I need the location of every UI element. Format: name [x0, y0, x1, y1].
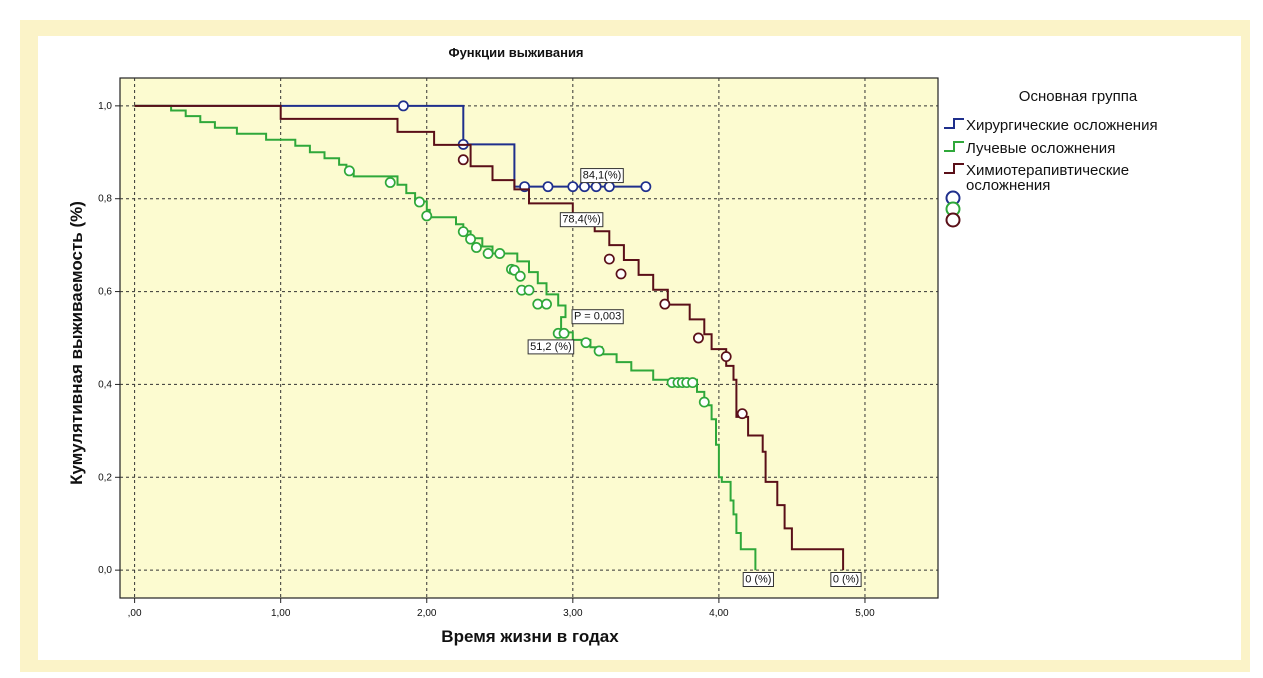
annotation-label: P = 0,003: [571, 309, 624, 325]
plot-area: [119, 77, 939, 599]
annotation-box: [527, 339, 575, 355]
annotation-box: [830, 572, 862, 587]
censor-marker-chemo: [457, 154, 469, 166]
censor-marker-surgical: [397, 100, 409, 112]
annotation-text: 84,1(%): [583, 170, 622, 182]
y-axis-title: Кумулятивная выживаемость (%): [67, 201, 86, 485]
legend-label: Хирургические осложнения: [966, 117, 1158, 134]
x-tick-label: 1,00: [271, 608, 291, 619]
series-line-radiation: [134, 104, 757, 571]
legend-line-swatch: [944, 141, 964, 152]
legend-title: Основная группа: [1019, 88, 1138, 105]
legend-label: Лучевые осложнения: [966, 140, 1115, 157]
annotation-box: [742, 572, 774, 587]
censor-marker-radiation: [465, 233, 477, 245]
annotation-label: 0 (%): [742, 572, 774, 587]
censor-marker-radiation: [457, 226, 469, 238]
series-radiation: [134, 104, 757, 571]
censor-marker-radiation: [593, 345, 605, 357]
annotation-label: 78,4(%): [559, 212, 604, 228]
annotation-text: 51,2 (%): [530, 341, 572, 353]
censor-marker-radiation: [514, 270, 526, 282]
annotation-label: 51,2 (%): [527, 339, 575, 355]
legend-line-swatch: [944, 118, 964, 129]
legend-line-swatch: [944, 163, 964, 174]
censor-marker-radiation: [482, 248, 494, 259]
censor-marker-chemo: [659, 298, 671, 310]
censor-marker-surgical: [579, 181, 590, 193]
censor-marker-surgical: [590, 181, 602, 193]
annotation-text: 78,4(%): [562, 214, 601, 226]
annotations: 84,1(%) 78,4(%) P = 0,003 51,2 (%) 0 (%) 0 (%…: [527, 168, 862, 587]
y-tick-label: 1,0: [98, 101, 112, 112]
y-axis-ticks: 0,0 0,2 0,4 0,6 0,8 1,0: [98, 101, 120, 576]
series-line-chemo: [134, 104, 845, 571]
censor-marker-radiation: [687, 377, 699, 389]
censor-marker-radiation: [494, 248, 506, 259]
annotation-box: [559, 212, 604, 228]
x-axis-title: Время жизни в годах: [441, 627, 619, 646]
x-tick-label: 2,00: [417, 608, 437, 619]
x-tick-label: 3,00: [563, 608, 583, 619]
y-tick-label: 0,0: [98, 565, 112, 576]
annotation-text: P = 0,003: [574, 311, 621, 323]
y-tick-label: 0,4: [98, 379, 112, 390]
y-tick-label: 0,8: [98, 194, 112, 205]
censor-marker-radiation: [558, 327, 570, 339]
censor-marker-radiation: [384, 177, 396, 188]
x-tick-label: 5,00: [855, 608, 875, 619]
censor-marker-surgical: [567, 181, 579, 193]
censor-marker-radiation: [580, 337, 592, 349]
legend-item: Лучевые осложнения: [944, 140, 1115, 217]
legend: Основная группа Хирургические осложнения…: [944, 88, 1158, 228]
censor-marker-radiation: [470, 242, 482, 253]
censor-marker-radiation: [343, 165, 355, 177]
annotation-box: [571, 309, 624, 325]
legend-item: Химиотерапивтические осложнения: [944, 162, 1129, 228]
censor-marker-surgical: [603, 181, 615, 193]
censor-marker-surgical: [640, 181, 652, 193]
annotation-text: 0 (%): [745, 574, 771, 586]
censor-marker-radiation: [541, 298, 552, 310]
annotation-label: 0 (%): [830, 572, 862, 587]
x-tick-label: 4,00: [709, 608, 729, 619]
y-tick-label: 0,2: [98, 472, 112, 483]
censor-marker-chemo: [692, 332, 704, 344]
censor-marker-radiation: [523, 284, 535, 296]
annotation-text: 0 (%): [833, 574, 859, 586]
censor-marker-radiation: [698, 396, 710, 408]
chart-title: Функции выживания: [448, 45, 583, 60]
legend-item: Хирургические осложнения: [944, 117, 1158, 206]
x-tick-label: ,00: [128, 608, 142, 619]
censor-marker-radiation: [532, 298, 544, 310]
censor-marker-chemo: [720, 351, 732, 363]
censor-marker-chemo: [603, 253, 615, 265]
x-axis-ticks: ,00 1,00 2,00 3,00 4,00 5,00: [128, 598, 875, 619]
censor-marker-radiation: [421, 210, 433, 222]
censor-marker-radiation: [413, 196, 425, 208]
censor-marker-surgical: [542, 181, 554, 193]
y-tick-label: 0,6: [98, 287, 112, 298]
annotation-label: 84,1(%): [580, 168, 624, 184]
legend-label: Химиотерапивтические осложнения: [966, 162, 1129, 194]
censor-marker-chemo: [736, 408, 748, 420]
legend-marker-swatch: [945, 212, 961, 228]
annotation-box: [580, 168, 624, 184]
censor-marker-chemo: [615, 268, 627, 280]
